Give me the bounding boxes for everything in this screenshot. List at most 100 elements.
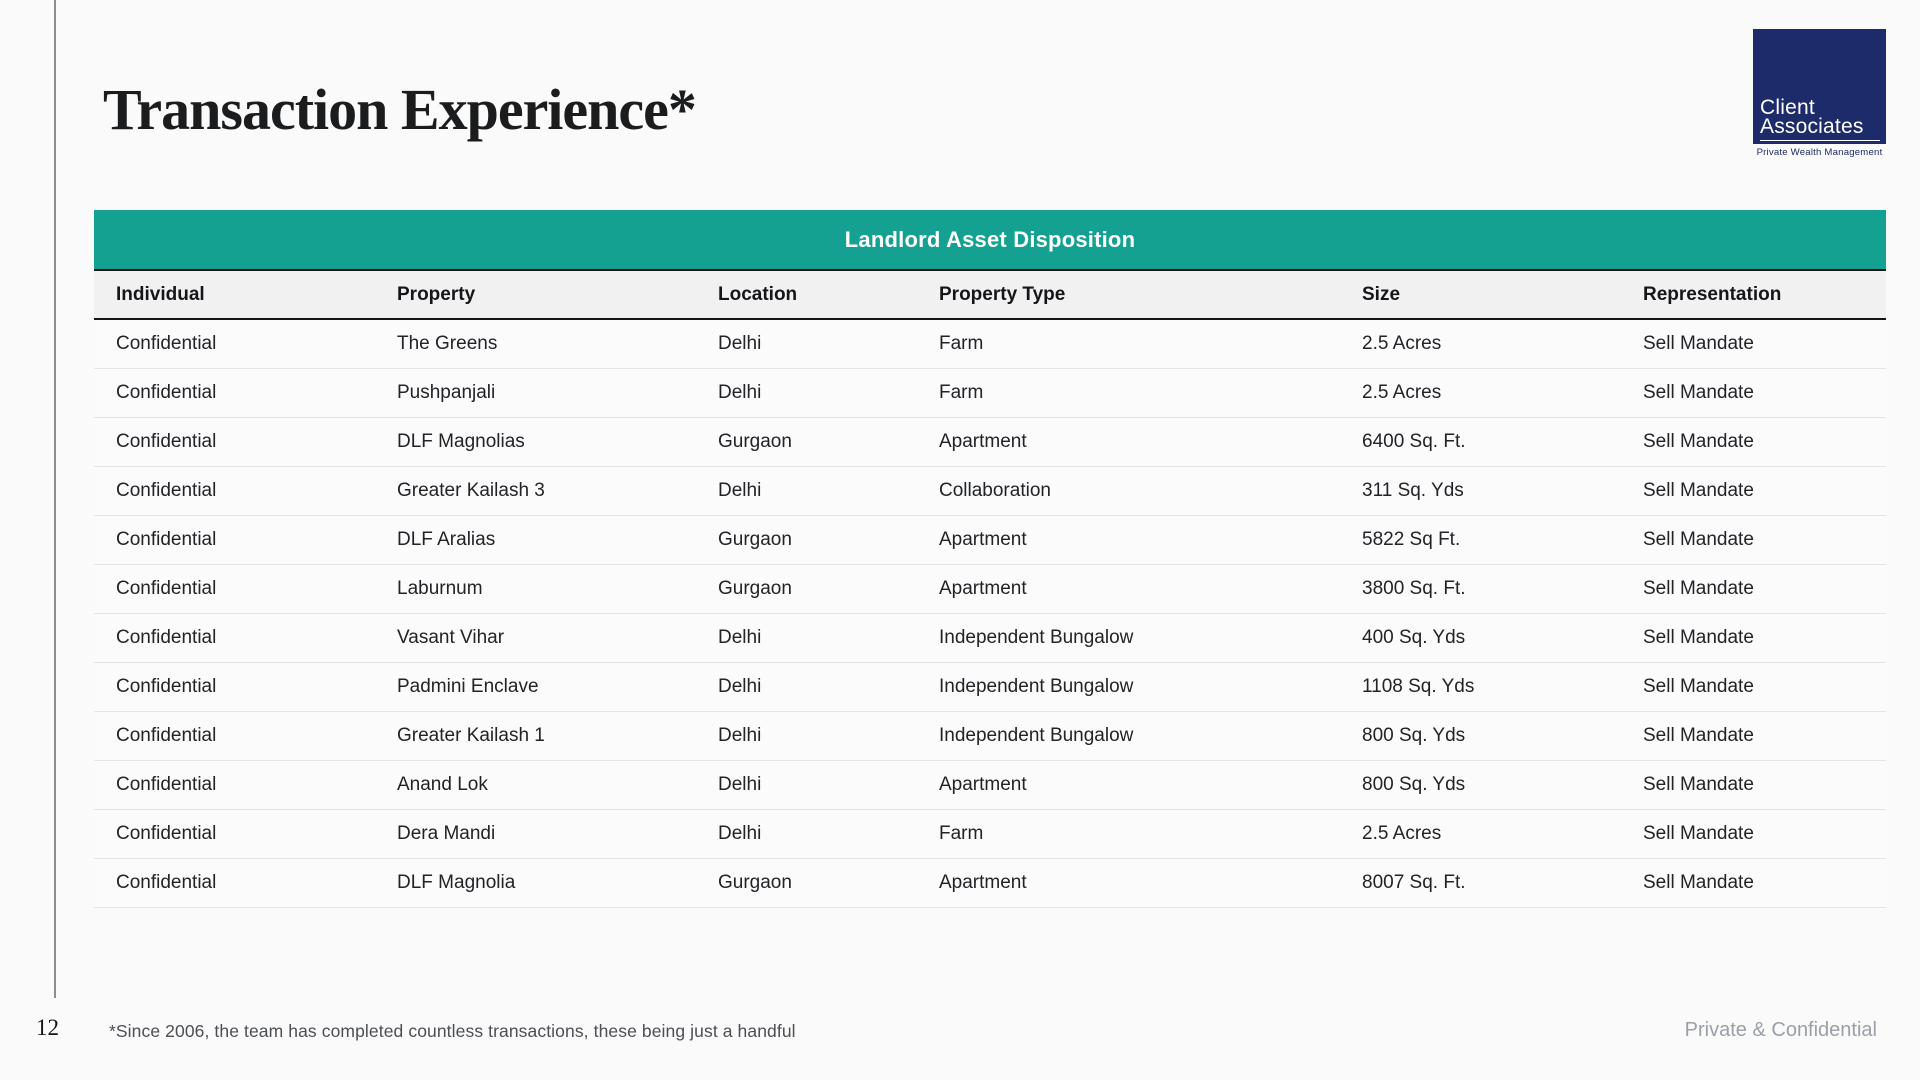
- table-row: Confidential DLF Aralias Gurgaon Apartment 5…: [94, 515, 1886, 564]
- table-cell: Sell Mandate: [1643, 675, 1754, 697]
- table-cell: 311 Sq. Yds: [1362, 479, 1464, 501]
- logo-wordmark: Client Associates: [1760, 96, 1880, 141]
- table-cell: Sell Mandate: [1643, 724, 1754, 746]
- column-header: Property: [397, 283, 476, 305]
- table-cell: DLF Magnolias: [397, 430, 525, 452]
- client-associates-logo: Client Associates Private Wealth Managem…: [1753, 29, 1886, 158]
- table-cell: Confidential: [116, 626, 217, 648]
- table-cell: Confidential: [116, 528, 217, 550]
- table-cell: Delhi: [718, 332, 762, 354]
- table-cell: Delhi: [718, 381, 762, 403]
- table-cell: Apartment: [939, 528, 1027, 550]
- table-cell: 2.5 Acres: [1362, 332, 1442, 354]
- table-cell: Delhi: [718, 724, 762, 746]
- table-cell: 8007 Sq. Ft.: [1362, 871, 1466, 893]
- column-header: Size: [1362, 283, 1401, 305]
- table-banner: Landlord Asset Disposition: [94, 210, 1886, 269]
- table-cell: Confidential: [116, 822, 217, 844]
- table-cell: Delhi: [718, 479, 762, 501]
- left-margin-rule: [54, 0, 56, 998]
- transaction-table-section: Landlord Asset Disposition Individual Pro…: [94, 210, 1886, 908]
- table-cell: Apartment: [939, 577, 1027, 599]
- table-row: Confidential Pushpanjali Delhi Farm 2.5 Acre…: [94, 368, 1886, 417]
- table-cell: Confidential: [116, 381, 217, 403]
- table-cell: Confidential: [116, 773, 217, 795]
- table-cell: Farm: [939, 381, 984, 403]
- table-cell: Farm: [939, 332, 984, 354]
- table-cell: Greater Kailash 3: [397, 479, 545, 501]
- table-body: Confidential The Greens Delhi Farm 2.5 Acres…: [94, 319, 1886, 907]
- column-header: Property Type: [939, 283, 1066, 305]
- page-number: 12: [36, 1015, 59, 1040]
- column-header: Location: [718, 283, 798, 305]
- table-cell: Vasant Vihar: [397, 626, 505, 648]
- table-cell: Sell Mandate: [1643, 528, 1754, 550]
- table-cell: Independent Bungalow: [939, 675, 1134, 697]
- table-cell: Independent Bungalow: [939, 724, 1134, 746]
- table-cell: Farm: [939, 822, 984, 844]
- table-cell: 5822 Sq Ft.: [1362, 528, 1461, 550]
- table-cell: Sell Mandate: [1643, 577, 1754, 599]
- table-row: Confidential The Greens Delhi Farm 2.5 Acres…: [94, 319, 1886, 368]
- column-header: Individual: [116, 283, 205, 305]
- table-row: Confidential Padmini Enclave Delhi Independ…: [94, 662, 1886, 711]
- table-cell: Sell Mandate: [1643, 332, 1754, 354]
- confidential-label: Private & Confidential: [1684, 1019, 1877, 1041]
- table-cell: Confidential: [116, 675, 217, 697]
- table-cell: Pushpanjali: [397, 381, 496, 403]
- table-row: Confidential Greater Kailash 1 Delhi Indepe…: [94, 711, 1886, 760]
- table-cell: Anand Lok: [397, 773, 488, 795]
- table-cell: Independent Bungalow: [939, 626, 1134, 648]
- table-cell: 6400 Sq. Ft.: [1362, 430, 1466, 452]
- table-cell: Sell Mandate: [1643, 773, 1754, 795]
- table-cell: 400 Sq. Yds: [1362, 626, 1466, 648]
- table-cell: Gurgaon: [718, 528, 792, 550]
- table-row: Confidential DLF Magnolia Gurgaon Apartment…: [94, 858, 1886, 907]
- table-cell: Dera Mandi: [397, 822, 496, 844]
- logo-square: Client Associates: [1753, 29, 1886, 144]
- table-cell: Confidential: [116, 577, 217, 599]
- table-cell: Gurgaon: [718, 430, 792, 452]
- table-row: Confidential Vasant Vihar Delhi Independent…: [94, 613, 1886, 662]
- table-cell: Apartment: [939, 430, 1027, 452]
- table-cell: Gurgaon: [718, 577, 792, 599]
- table-cell: Gurgaon: [718, 871, 792, 893]
- footnote: *Since 2006, the team has completed coun…: [109, 1021, 796, 1041]
- table-cell: DLF Magnolia: [397, 871, 516, 893]
- table-cell: Delhi: [718, 773, 762, 795]
- table-banner-title: Landlord Asset Disposition: [844, 226, 1136, 252]
- table-cell: The Greens: [397, 332, 498, 354]
- page-title: Transaction Experience*: [103, 77, 697, 142]
- table-cell: 2.5 Acres: [1362, 822, 1442, 844]
- column-header: Representation: [1643, 283, 1782, 305]
- table-cell: Apartment: [939, 871, 1027, 893]
- table-cell: Confidential: [116, 479, 217, 501]
- table-cell: Sell Mandate: [1643, 822, 1754, 844]
- table-cell: Apartment: [939, 773, 1027, 795]
- table-header-row: Individual Property Location Property Type S…: [94, 270, 1886, 319]
- table-cell: Confidential: [116, 871, 217, 893]
- table-cell: Sell Mandate: [1643, 626, 1754, 648]
- table-cell: Sell Mandate: [1643, 871, 1754, 893]
- table-row: Confidential Dera Mandi Delhi Farm 2.5 Acres…: [94, 809, 1886, 858]
- table-cell: Delhi: [718, 675, 762, 697]
- table-row: Confidential DLF Magnolias Gurgaon Apartmen…: [94, 417, 1886, 466]
- table-cell: 1108 Sq. Yds: [1362, 675, 1475, 697]
- table-cell: 2.5 Acres: [1362, 381, 1442, 403]
- table-cell: Collaboration: [939, 479, 1051, 501]
- table-cell: Sell Mandate: [1643, 430, 1754, 452]
- table-cell: Delhi: [718, 626, 762, 648]
- table-cell: Confidential: [116, 724, 217, 746]
- table-cell: DLF Aralias: [397, 528, 496, 550]
- table-cell: 3800 Sq. Ft.: [1362, 577, 1466, 599]
- table-cell: 800 Sq. Yds: [1362, 724, 1466, 746]
- table-row: Confidential Greater Kailash 3 Delhi Collab…: [94, 466, 1886, 515]
- table-cell: Confidential: [116, 332, 217, 354]
- table-row: Confidential Anand Lok Delhi Apartment 800 S…: [94, 760, 1886, 809]
- logo-line2: Associates: [1760, 115, 1864, 138]
- table-cell: Padmini Enclave: [397, 675, 539, 697]
- table-cell: Delhi: [718, 822, 762, 844]
- logo-tagline: Private Wealth Management: [1756, 147, 1883, 158]
- transaction-table: Individual Property Location Property Type S…: [94, 269, 1886, 908]
- logo-line1: Client: [1760, 96, 1815, 119]
